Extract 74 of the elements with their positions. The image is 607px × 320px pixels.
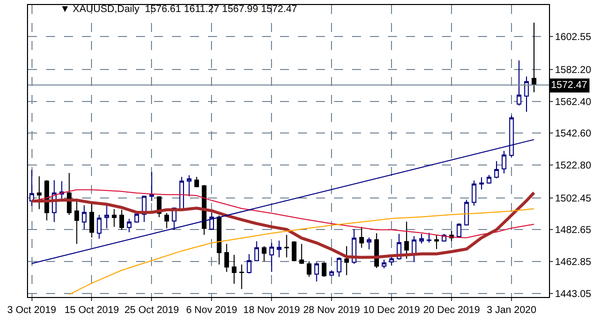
candlestick: [254, 240, 259, 262]
candlestick: [494, 160, 499, 179]
y-tick-label: 1443.05: [555, 288, 592, 300]
x-tick-label: 20 Dec 2019: [423, 305, 480, 316]
candlestick: [314, 262, 319, 282]
candlestick: [486, 174, 492, 184]
candlestick: [532, 22, 536, 93]
candlestick: [426, 232, 432, 244]
candlestick: [262, 246, 266, 262]
candlestick: [36, 176, 42, 210]
candlestick: [74, 200, 80, 244]
candlestick: [516, 60, 522, 106]
x-tick-label: 18 Nov 2019: [243, 305, 300, 316]
candlestick: [366, 236, 372, 250]
candlestick: [186, 174, 192, 197]
candlestick: [359, 226, 364, 248]
x-tick-label: 10 Dec 2019: [363, 305, 420, 316]
x-tick-label: 3 Oct 2019: [7, 305, 57, 316]
candlestick: [209, 212, 214, 231]
candlestick: [269, 242, 274, 272]
candlestick: [524, 76, 529, 112]
candlestick: [194, 176, 200, 188]
y-tick-label: 1462.85: [555, 257, 592, 268]
candlestick: [232, 254, 236, 284]
x-tick-label: 3 Jan 2020: [486, 305, 537, 316]
candlestick: [322, 262, 326, 278]
candlestick: [89, 202, 94, 238]
y-tick-label: 1522.80: [555, 160, 592, 172]
y-tick-label: 1542.60: [555, 128, 592, 140]
candlestick: [336, 256, 342, 278]
candlestick: [239, 264, 244, 290]
y-tick-label: 1602.55: [555, 32, 592, 44]
candlestick: [284, 234, 289, 258]
candlestick: [292, 240, 296, 262]
candlestick: [419, 233, 424, 244]
x-tick-label: 15 Oct 2019: [64, 305, 120, 316]
ref-line-label: 1572.47: [551, 80, 588, 91]
candlestick: [104, 204, 110, 229]
candlestick: [299, 243, 304, 264]
candlestick: [164, 212, 170, 229]
x-tick-label: 25 Oct 2019: [124, 305, 180, 316]
candlestick: [29, 169, 34, 206]
y-tick-label: 1562.40: [555, 96, 592, 108]
candlestick: [412, 236, 416, 262]
candlestick: [329, 270, 334, 276]
candlestick: [344, 246, 349, 276]
candlestick: [126, 218, 132, 233]
candlestick: [472, 180, 476, 206]
candlestick: [149, 172, 154, 202]
candlestick: [306, 260, 312, 278]
y-tick-label: 1582.20: [555, 64, 592, 76]
candlestick: [434, 234, 439, 250]
line-series: [68, 208, 535, 295]
candlestick: [82, 204, 87, 230]
line-series: [30, 191, 536, 259]
candlestick: [276, 240, 282, 258]
candlestick: [479, 176, 484, 190]
candlestick: [119, 209, 124, 231]
candlestick: [246, 254, 252, 274]
candlestick: [389, 254, 394, 266]
candlestick: [96, 214, 102, 240]
chart-title: ▼ XAUUSD,Daily 1576.61 1611.27 1567.99 1572.47: [60, 4, 298, 15]
candlestick: [382, 259, 386, 269]
y-tick-label: 1482.65: [555, 225, 592, 236]
candlestick: [112, 208, 117, 228]
y-tick-label: 1502.45: [555, 193, 592, 204]
candlestick: [464, 199, 469, 226]
candlestick: [224, 243, 229, 272]
candlestick: [404, 221, 409, 260]
x-tick-label: 6 Nov 2019: [186, 305, 238, 316]
candlestick: [456, 222, 462, 238]
x-tick-label: 28 Nov 2019: [303, 305, 360, 316]
candlestick: [502, 150, 506, 174]
candlestick: [216, 215, 222, 265]
